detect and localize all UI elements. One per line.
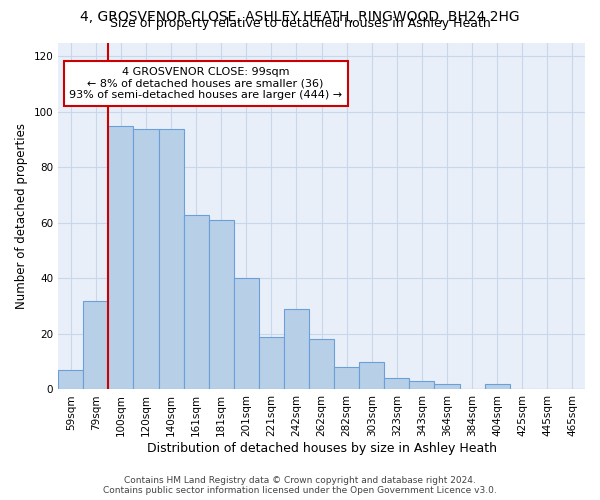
Bar bbox=[284, 309, 309, 390]
Bar bbox=[209, 220, 234, 390]
Bar bbox=[259, 336, 284, 390]
Bar bbox=[409, 381, 434, 390]
Bar bbox=[234, 278, 259, 390]
Bar bbox=[158, 128, 184, 390]
Bar bbox=[184, 214, 209, 390]
Bar bbox=[359, 362, 385, 390]
Bar bbox=[58, 370, 83, 390]
Bar bbox=[334, 368, 359, 390]
Bar bbox=[434, 384, 460, 390]
Y-axis label: Number of detached properties: Number of detached properties bbox=[15, 123, 28, 309]
Bar bbox=[485, 384, 510, 390]
Bar bbox=[385, 378, 409, 390]
Bar bbox=[83, 300, 109, 390]
Text: 4, GROSVENOR CLOSE, ASHLEY HEATH, RINGWOOD, BH24 2HG: 4, GROSVENOR CLOSE, ASHLEY HEATH, RINGWO… bbox=[80, 10, 520, 24]
Text: 4 GROSVENOR CLOSE: 99sqm
← 8% of detached houses are smaller (36)
93% of semi-de: 4 GROSVENOR CLOSE: 99sqm ← 8% of detache… bbox=[69, 67, 342, 100]
Bar bbox=[309, 340, 334, 390]
Text: Contains HM Land Registry data © Crown copyright and database right 2024.
Contai: Contains HM Land Registry data © Crown c… bbox=[103, 476, 497, 495]
Bar bbox=[109, 126, 133, 390]
Bar bbox=[133, 128, 158, 390]
Text: Size of property relative to detached houses in Ashley Heath: Size of property relative to detached ho… bbox=[110, 18, 490, 30]
X-axis label: Distribution of detached houses by size in Ashley Heath: Distribution of detached houses by size … bbox=[146, 442, 497, 455]
